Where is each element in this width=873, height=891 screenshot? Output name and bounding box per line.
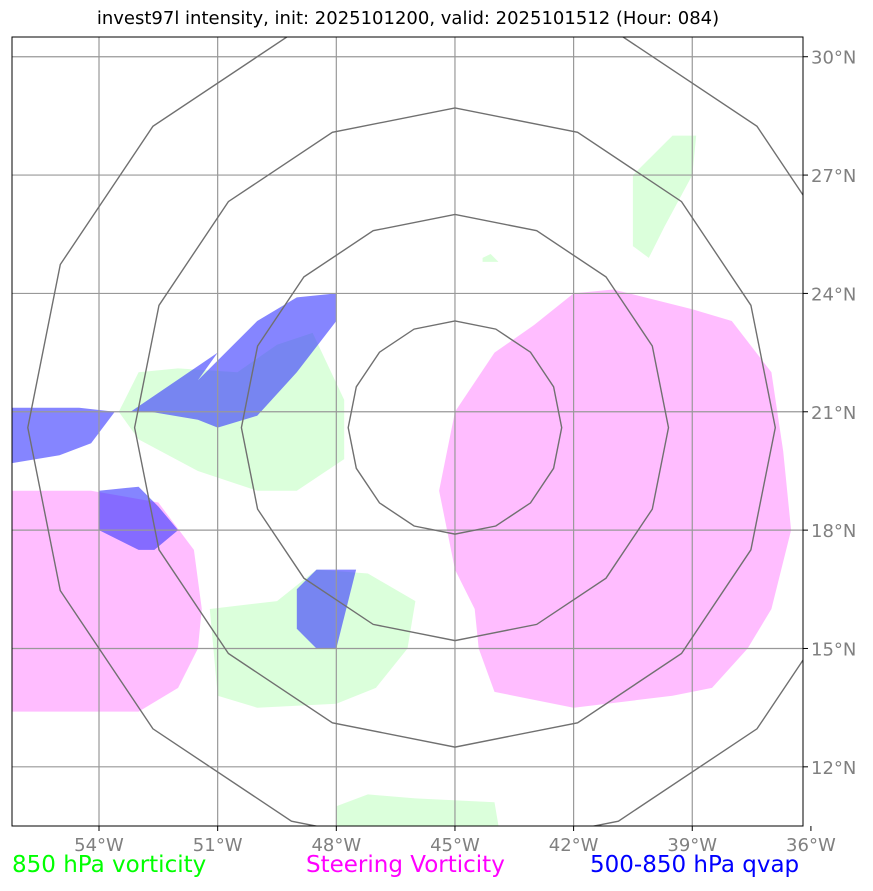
lat-tick-label: 12°N bbox=[811, 758, 856, 779]
map-plot-area bbox=[12, 135, 792, 826]
lat-tick-label: 27°N bbox=[811, 166, 856, 187]
lon-tick-label: 36°W bbox=[786, 835, 836, 856]
legend-850-vorticity: 850 hPa vorticity bbox=[12, 852, 207, 878]
legend-steering-vorticity: Steering Vorticity bbox=[306, 852, 505, 878]
lat-tick-label: 30°N bbox=[811, 48, 856, 69]
lon-tick-label: 48°W bbox=[311, 835, 361, 856]
lon-tick-label: 51°W bbox=[193, 835, 243, 856]
range-ring-3 bbox=[133, 107, 777, 748]
legend-qvap: 500-850 hPa qvap bbox=[590, 852, 800, 878]
500-850-qvap-area-4 bbox=[296, 569, 357, 649]
lon-tick-label: 54°W bbox=[74, 835, 124, 856]
lat-tick-label: 21°N bbox=[811, 403, 856, 424]
850-vorticity-area-3 bbox=[632, 135, 697, 258]
lon-tick-label: 42°W bbox=[549, 835, 599, 856]
500-850-qvap-layer bbox=[12, 293, 357, 649]
lat-tick-label: 15°N bbox=[811, 639, 856, 660]
map-frame bbox=[11, 36, 804, 827]
500-850-qvap-area-3 bbox=[99, 486, 179, 550]
axis-ticks: 54°W 51°W 48°W 45°W 42°W 39°W 36°W 30°N 27°N 24°N… bbox=[74, 48, 856, 856]
map-title: invest97l intensity, init: 2025101200, v… bbox=[96, 8, 720, 29]
lon-tick-label: 39°W bbox=[667, 835, 717, 856]
850-vorticity-area-4 bbox=[482, 254, 499, 262]
steering-vorticity-area-1 bbox=[439, 289, 792, 708]
range-ring-1 bbox=[347, 320, 563, 535]
lon-tick-label: 45°W bbox=[430, 835, 480, 856]
500-850-qvap-area-2 bbox=[12, 407, 115, 464]
lat-tick-label: 18°N bbox=[811, 521, 856, 542]
range-rings bbox=[27, 37, 803, 826]
500-850-qvap-area-1 bbox=[130, 293, 337, 428]
range-ring-4 bbox=[27, 37, 803, 826]
850-vorticity-area-5 bbox=[336, 794, 499, 826]
gridlines bbox=[12, 37, 803, 826]
range-ring-2 bbox=[240, 213, 670, 642]
lat-tick-label: 24°N bbox=[811, 284, 856, 305]
